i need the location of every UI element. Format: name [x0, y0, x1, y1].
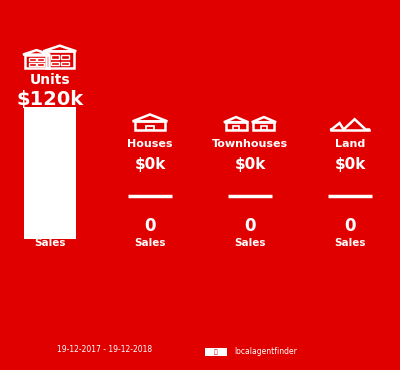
Text: $120k: $120k [16, 90, 84, 110]
FancyBboxPatch shape [205, 348, 227, 356]
Text: 1: 1 [43, 216, 57, 236]
Text: 🏰: 🏰 [214, 349, 218, 355]
Text: 0: 0 [344, 217, 356, 235]
Text: Sales: Sales [334, 238, 366, 249]
Text: Sales: Sales [134, 238, 166, 249]
Text: Townhouses: Townhouses [212, 139, 288, 149]
Text: 0: 0 [244, 217, 256, 235]
Text: $0k: $0k [334, 157, 366, 172]
FancyBboxPatch shape [24, 107, 76, 239]
Text: $0k: $0k [134, 157, 166, 172]
Text: 0: 0 [144, 217, 156, 235]
Text: Land: Land [335, 139, 365, 149]
Text: Sales: Sales [34, 238, 66, 249]
Text: localagentfinder: localagentfinder [234, 347, 297, 356]
Text: Houses: Houses [127, 139, 173, 149]
Text: Sales: Sales [234, 238, 266, 249]
Text: 19-12-2017 - 19-12-2018: 19-12-2017 - 19-12-2018 [58, 345, 152, 354]
Text: Units: Units [30, 73, 70, 87]
Text: $0k: $0k [234, 157, 266, 172]
